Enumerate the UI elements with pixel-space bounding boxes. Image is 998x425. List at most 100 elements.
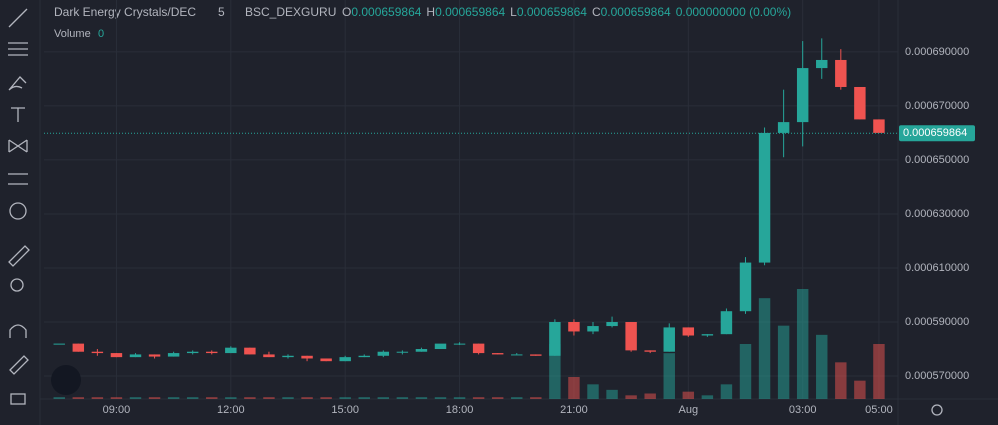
volume-bar — [816, 334, 828, 399]
volume-bar — [758, 298, 771, 399]
volume-bar — [263, 397, 275, 399]
settings-button[interactable] — [931, 404, 943, 416]
pattern-tool[interactable] — [8, 139, 28, 153]
ohlc-label: H — [426, 5, 435, 19]
text-tool[interactable] — [11, 107, 25, 122]
draw-mode-tool[interactable] — [9, 355, 29, 375]
prediction-tool[interactable] — [8, 173, 28, 185]
volume-bar — [396, 397, 409, 399]
volume-bar — [701, 395, 714, 399]
candle-body — [587, 326, 599, 332]
candle-body — [758, 132, 771, 263]
source: BSC_DEXGURU — [245, 5, 336, 19]
y-tick-label: 0.000610000 — [905, 262, 969, 274]
x-tick-label: 12:00 — [217, 404, 245, 416]
candle-body — [53, 343, 65, 345]
header: Dark Energy Crystals/DEC 5 BSC_DEXGURU V… — [54, 5, 336, 40]
candle-body — [625, 322, 637, 351]
candle-body — [663, 327, 675, 352]
y-tick-label: 0.000690000 — [905, 46, 969, 58]
volume-bar — [244, 397, 256, 399]
change: 0.000000000 (0.00%) — [676, 5, 791, 19]
volume-bar — [148, 397, 161, 399]
candle-body — [606, 322, 618, 327]
volume-bar — [854, 380, 866, 399]
volume-bar — [587, 384, 599, 399]
lock-tool[interactable] — [10, 393, 26, 405]
volume-bar — [186, 397, 199, 399]
candle-body — [206, 351, 218, 354]
volume-bar — [720, 384, 733, 399]
candle-body — [739, 262, 752, 312]
volume-bar — [415, 397, 428, 399]
volume-bar — [644, 393, 656, 399]
volume-bar — [835, 362, 847, 399]
x-tick-label: 15:00 — [331, 404, 359, 416]
magnet-tool[interactable] — [9, 324, 27, 338]
volume-bar — [682, 391, 695, 399]
volume-bar — [491, 397, 504, 399]
candle-body — [873, 119, 885, 133]
symbol: Dark Energy Crystals/DEC — [54, 5, 196, 19]
volume-bar — [739, 344, 752, 399]
candle-body — [568, 322, 580, 332]
candle-body — [110, 353, 123, 358]
volume-bar — [777, 325, 790, 399]
toolbar — [8, 8, 30, 405]
trend-line-tool[interactable] — [8, 8, 28, 28]
x-tick-label: 05:00 — [865, 404, 893, 416]
volume-value: 0 — [98, 28, 104, 40]
candle-body — [835, 59, 847, 87]
candle-body — [396, 351, 409, 353]
volume-bar — [320, 397, 332, 399]
x-tick-label: 03:00 — [789, 404, 817, 416]
volume-bar — [339, 397, 351, 399]
volume-bar — [110, 397, 123, 399]
volume-bar — [434, 397, 447, 399]
y-tick-label: 0.000570000 — [905, 370, 969, 382]
ohlc-label: O — [342, 5, 351, 19]
measure-tool[interactable] — [8, 245, 30, 267]
candle-body — [282, 355, 294, 358]
ohlc-value: 0.000659864 — [435, 5, 505, 19]
volume-bar — [530, 397, 542, 399]
candle-body — [263, 354, 275, 358]
x-tick-label: Aug — [679, 404, 699, 416]
candle-body — [472, 343, 485, 354]
zoom-tool[interactable] — [10, 278, 24, 292]
x-tick-label: 09:00 — [103, 404, 131, 416]
volume-bar — [72, 397, 85, 399]
candle-body — [301, 355, 313, 359]
last-price-label: 0.000659864 — [903, 127, 967, 139]
candle-body — [167, 353, 180, 357]
y-tick-label: 0.000630000 — [905, 208, 969, 220]
y-tick-label: 0.000590000 — [905, 316, 969, 328]
candle-body — [453, 343, 466, 345]
x-tick-label: 18:00 — [446, 404, 474, 416]
volume-bar — [377, 397, 390, 399]
candle-body — [434, 343, 447, 350]
volume-bar — [167, 397, 180, 399]
y-tick-label: 0.000650000 — [905, 154, 969, 166]
brush-tool[interactable] — [8, 76, 27, 91]
candle-body — [511, 354, 523, 356]
candle-body — [796, 68, 809, 123]
volume-bar — [129, 397, 142, 399]
tv-logo[interactable] — [51, 365, 81, 395]
volume-bar — [549, 344, 561, 399]
candle-body — [549, 322, 561, 356]
fib-tool[interactable] — [8, 42, 28, 56]
volume-bar — [301, 397, 313, 399]
ohlc-value: 0.000659864 — [601, 5, 671, 19]
volume-bar — [91, 397, 104, 399]
volume-bar — [358, 397, 370, 399]
icon-tool[interactable] — [9, 202, 27, 220]
candle-body — [320, 358, 332, 362]
volume-bar — [568, 377, 580, 399]
volume-bar — [511, 397, 523, 399]
candle-body — [244, 347, 256, 355]
volume-bar — [663, 353, 675, 399]
volume-bar — [873, 344, 885, 399]
